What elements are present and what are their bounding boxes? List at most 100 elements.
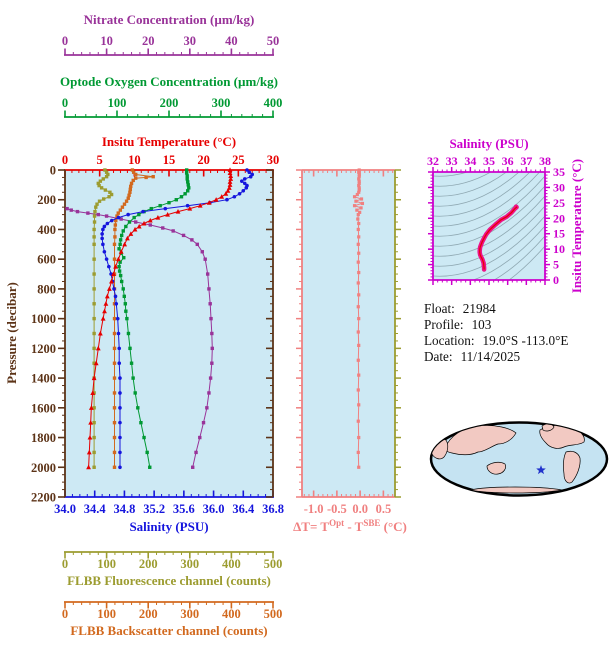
tick-label: 0 (62, 96, 68, 110)
tick-label: 34.8 (113, 502, 135, 516)
tick-label: 36.0 (203, 502, 225, 516)
tick-label: 2200 (31, 491, 56, 505)
tick-label: 100 (97, 557, 116, 571)
pressure-axis-title: Pressure (decibar) (4, 282, 19, 384)
tick-label: 300 (180, 607, 199, 621)
tick-label: 100 (108, 96, 127, 110)
ts-temperature-axis-title: Insitu Temperature (°C) (569, 159, 584, 293)
tick-label: 35 (483, 154, 495, 168)
float-info: Float: 21984 Profile: 103 Location: 19.0°S … (424, 301, 568, 364)
density-contours (433, 172, 545, 280)
tick-label: 25 (232, 153, 245, 167)
main-plot-background (65, 170, 273, 497)
tick-label: 30 (267, 153, 280, 167)
tick-label: 200 (139, 557, 158, 571)
tick-label: 1000 (31, 312, 56, 326)
ts-curve-overlay (479, 206, 518, 270)
tick-label: 36.4 (232, 502, 255, 516)
tick-label: 34.4 (84, 502, 107, 516)
tick-label: 5 (97, 153, 103, 167)
axis-1: 0 100 200 300 400 (62, 96, 283, 118)
tick-label: 200 (37, 193, 56, 207)
location-line: Location: 19.0°S -113.0°E (424, 333, 568, 348)
ts-panel-background (433, 172, 545, 280)
tick-label: 35.2 (143, 502, 165, 516)
delta-t-series (352, 168, 365, 469)
tick-label: 50 (267, 34, 280, 48)
tick-label: 34 (464, 154, 476, 168)
delta-t-axis-title: ΔT= TOpt - TSBE (°C) (293, 518, 407, 534)
tick-label: 20 (553, 211, 565, 225)
profile-line: Profile: 103 (424, 317, 492, 332)
tick-label: -0.5 (327, 502, 347, 516)
tick-label: 32 (427, 154, 439, 168)
tick-label: 38 (539, 154, 551, 168)
axis-5: 0 100 200 300 400 500 (62, 601, 283, 621)
tick-label: 500 (264, 607, 283, 621)
map-land (431, 423, 585, 494)
tick-label: 300 (212, 96, 231, 110)
nitrate-axis-title: Nitrate Concentration (µm/kg) (84, 12, 255, 27)
profile-series-2 (86, 167, 234, 470)
tick-label: 1600 (31, 401, 56, 415)
tick-label: 10 (553, 242, 565, 256)
pressure-axis: 0 200 400 600 800 1000 1200 1400 1600 1800 2000 220… (31, 164, 274, 505)
tick-label: 5 (553, 258, 559, 272)
delta-t-panel-background (302, 170, 395, 497)
tick-label: 36 (502, 154, 514, 168)
float-id-line: Float: 21984 (424, 301, 496, 316)
profile-series-0 (65, 206, 214, 469)
tick-label: 400 (37, 223, 56, 237)
delta-t-panel: -1.0 -0.5 0.0 0.5 (296, 168, 401, 516)
axis-3: 34.0 34.4 34.8 35.2 35.6 36.0 36.4 36.8 (54, 490, 284, 516)
tick-label: 36.8 (262, 502, 284, 516)
world-map (429, 421, 609, 497)
tick-label: 20 (142, 34, 155, 48)
float-location-star (536, 465, 546, 475)
tick-label: 25 (553, 196, 565, 210)
tick-label: 0 (62, 557, 68, 571)
tick-label: 37 (520, 154, 532, 168)
tick-label: 500 (264, 557, 283, 571)
tick-label: 35 (553, 165, 565, 179)
backscatter-axis-title: FLBB Backscatter channel (counts) (70, 623, 267, 638)
tick-label: 200 (139, 607, 158, 621)
tick-label: 20 (197, 153, 210, 167)
tick-label: 400 (222, 557, 241, 571)
tick-label: 34.0 (54, 502, 76, 516)
axis-4: 0 100 200 300 400 500 (62, 551, 283, 571)
tick-label: 300 (180, 557, 199, 571)
tick-label: 800 (37, 282, 56, 296)
tick-label: 40 (225, 34, 238, 48)
salinity-axis-title: Salinity (PSU) (129, 519, 208, 534)
tick-label: 2000 (31, 461, 56, 475)
tick-label: 200 (160, 96, 179, 110)
tick-label: 100 (97, 607, 116, 621)
axis-2: 0 5 10 15 20 25 30 (62, 153, 279, 177)
tick-label: 30 (553, 180, 565, 194)
ts-salinity-axis-title: Salinity (PSU) (449, 136, 528, 151)
tick-label: 10 (128, 153, 141, 167)
profile-series-3 (100, 168, 254, 470)
map-land-south-america (563, 450, 581, 484)
oxygen-axis-title: Optode Oxygen Concentration (µm/kg) (60, 74, 278, 89)
tick-label: 0 (553, 273, 559, 287)
map-land-australia (486, 461, 506, 475)
tick-label: 15 (163, 153, 176, 167)
tick-label: 600 (37, 253, 56, 267)
tick-label: 10 (100, 34, 113, 48)
tick-label: 33 (446, 154, 458, 168)
tick-label: 30 (184, 34, 197, 48)
tick-label: 15 (553, 227, 565, 241)
date-line: Date: 11/14/2025 (424, 349, 521, 364)
fluorescence-axis-title: FLBB Fluorescence channel (counts) (67, 573, 271, 588)
tick-label: 1800 (31, 431, 56, 445)
axis-0: 0 10 20 30 40 50 (62, 34, 280, 56)
tick-label: 0.0 (352, 502, 368, 516)
tick-label: 400 (222, 607, 241, 621)
tick-label: 400 (264, 96, 283, 110)
tick-label: 0 (62, 34, 68, 48)
